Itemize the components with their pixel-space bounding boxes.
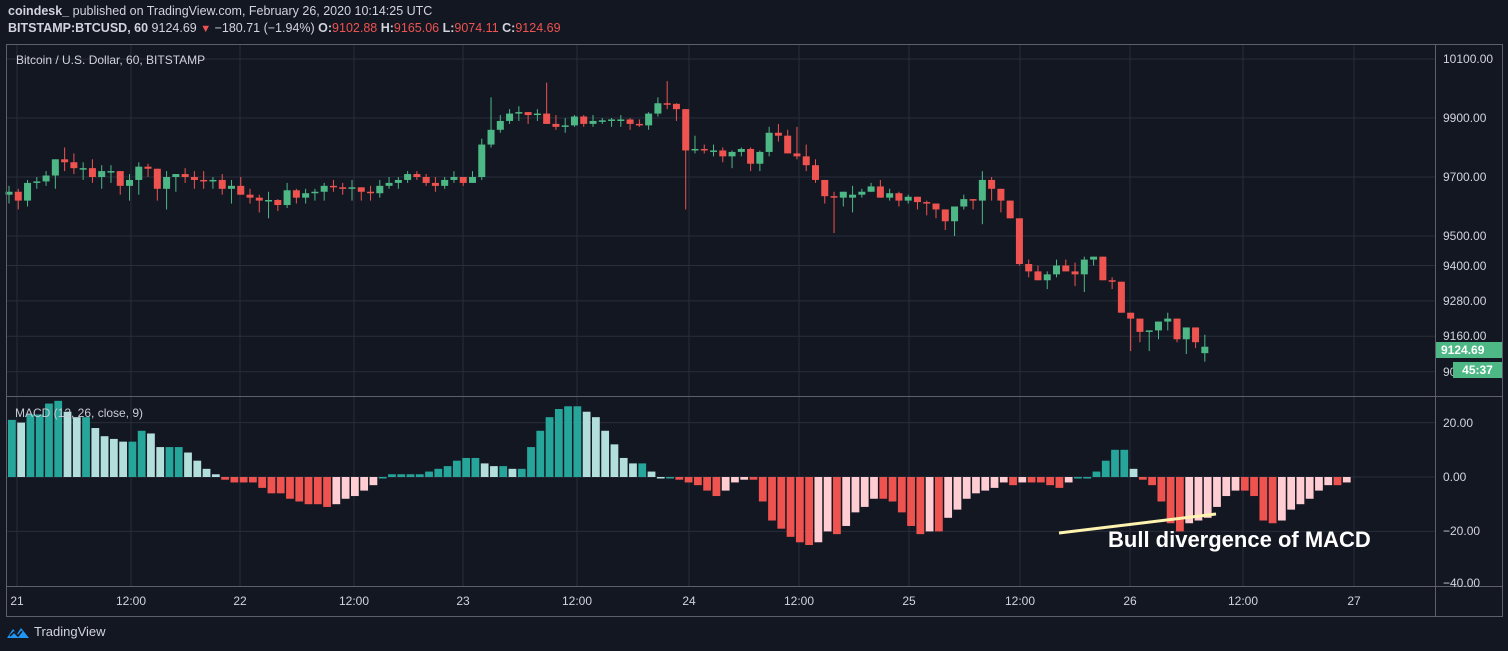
time-tick: 12:00	[1227, 594, 1259, 608]
price-tick: 9900.00	[1443, 111, 1487, 125]
time-tick: 22	[233, 594, 247, 608]
price-tick: 9700.00	[1443, 170, 1487, 184]
last-price-badge: 9124.69	[1436, 342, 1502, 358]
open-value: 9102.88	[332, 21, 378, 35]
close-value: 9124.69	[515, 21, 561, 35]
time-tick: 21	[10, 594, 24, 608]
close-label: C:	[502, 21, 516, 35]
time-tick: 27	[1347, 594, 1361, 608]
author-name[interactable]: coindesk_	[8, 4, 70, 18]
last-price: 9124.69	[151, 21, 197, 35]
time-tick: 12:00	[338, 594, 370, 608]
price-change: −180.71 (−1.94%)	[214, 21, 315, 35]
macd-tick: −20.00	[1443, 524, 1481, 539]
symbol-info: BITSTAMP:BTCUSD, 60 9124.69 ▼ −180.71 (−…	[8, 21, 561, 35]
macd-tick: −40.00	[1443, 576, 1481, 590]
low-value: 9074.11	[454, 21, 499, 35]
price-tick: 9500.00	[1443, 229, 1487, 243]
high-label: H:	[380, 21, 394, 35]
open-label: O:	[318, 21, 333, 35]
macd-tick: 20.00	[1443, 415, 1474, 430]
macd-legend[interactable]: MACD (12, 26, close, 9)	[15, 406, 144, 420]
time-tick: 25	[902, 594, 916, 608]
time-axis-divider	[6, 586, 1503, 587]
divergence-annotation: Bull divergence of MACD	[1108, 527, 1371, 552]
down-arrow-icon: ▼	[200, 23, 212, 35]
price-pane-legend: Bitcoin / U.S. Dollar, 60, BITSTAMP	[16, 53, 206, 67]
price-tick: 9160.00	[1443, 329, 1487, 344]
low-label: L:	[442, 21, 455, 35]
price-tick: 9400.00	[1443, 258, 1487, 273]
tradingview-name: TradingView	[34, 624, 106, 639]
macd-tick: 0.00	[1443, 470, 1467, 484]
pane-divider[interactable]	[6, 396, 1503, 397]
bar-countdown-badge: 45:37	[1453, 362, 1502, 378]
time-tick: 12:00	[783, 594, 815, 608]
price-tick: 10100.00	[1443, 52, 1494, 66]
publish-info: coindesk_ published on TradingView.com, …	[8, 4, 432, 18]
time-tick: 26	[1123, 594, 1137, 608]
high-value: 9165.06	[393, 21, 440, 35]
time-tick: 12:00	[1004, 594, 1036, 608]
time-tick: 23	[456, 594, 470, 608]
chart-frame	[6, 44, 1503, 617]
time-tick: 12:00	[561, 594, 593, 608]
price-tick: 9280.00	[1443, 293, 1487, 308]
tradingview-logo-icon	[7, 627, 29, 638]
symbol-label: BITSTAMP:BTCUSD, 60	[8, 21, 149, 35]
tradingview-branding[interactable]: TradingView	[6, 624, 106, 639]
time-tick: 24	[682, 594, 696, 608]
published-text: published on TradingView.com, February 2…	[72, 4, 433, 18]
time-tick: 12:00	[115, 594, 147, 608]
price-axis-divider	[1435, 44, 1436, 617]
